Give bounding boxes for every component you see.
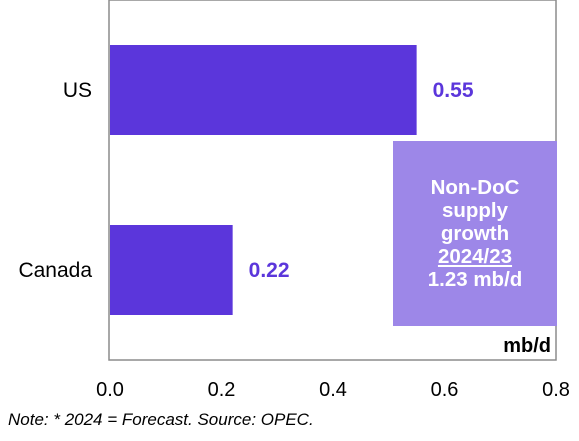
- bar-us: [110, 45, 417, 135]
- callout-line-1: Non-DoC: [430, 176, 520, 199]
- x-tick-label: 0.6: [431, 379, 459, 401]
- x-tick-label: 0.2: [208, 379, 236, 401]
- x-tick-label: 0.4: [319, 379, 347, 401]
- bar-canada: [110, 225, 233, 315]
- x-tick-label: 0.8: [542, 379, 570, 401]
- callout-period: 2024/23: [437, 245, 513, 268]
- unit-label: mb/d: [503, 335, 551, 357]
- value-label-canada: 0.22: [249, 259, 290, 282]
- callout-line-2: supply: [441, 199, 509, 222]
- value-label-us: 0.55: [433, 79, 474, 102]
- source-note: Note: * 2024 = Forecast. Source: OPEC.: [8, 410, 314, 429]
- callout-total: 1.23 mb/d: [427, 268, 523, 291]
- callout-line-3: growth: [440, 222, 510, 245]
- category-label-canada: Canada: [18, 259, 92, 282]
- supply-growth-callout: Non-DoC supply growth 2024/23 1.23 mb/d: [393, 141, 557, 326]
- category-label-us: US: [63, 79, 92, 102]
- x-tick-label: 0.0: [96, 379, 124, 401]
